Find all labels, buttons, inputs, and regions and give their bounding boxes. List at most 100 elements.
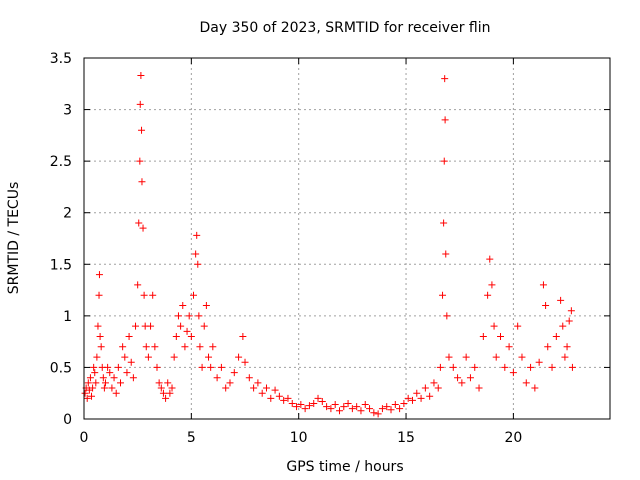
data-point [181, 343, 189, 351]
data-point [527, 363, 535, 371]
data-point [84, 379, 92, 387]
data-point [445, 353, 453, 361]
data-point [226, 379, 234, 387]
data-point [462, 353, 470, 361]
data-point [83, 394, 91, 402]
y-tick-label: 3.5 [50, 51, 72, 67]
data-point [151, 343, 159, 351]
data-point [275, 392, 283, 400]
data-point [170, 353, 178, 361]
data-point [202, 302, 210, 310]
data-point [497, 332, 505, 340]
data-point [185, 312, 193, 320]
data-point [134, 281, 142, 289]
data-point [323, 403, 331, 411]
data-point [81, 389, 89, 397]
data-point [127, 358, 135, 366]
data-point [116, 379, 124, 387]
data-point [548, 363, 556, 371]
data-point [357, 407, 365, 415]
data-point [331, 401, 339, 409]
data-point [434, 384, 442, 392]
data-point [501, 363, 509, 371]
data-point [258, 389, 266, 397]
data-point [492, 353, 500, 361]
data-point [166, 389, 174, 397]
data-point [565, 317, 573, 325]
data-point [262, 384, 270, 392]
data-point [443, 312, 451, 320]
data-point [288, 400, 296, 408]
data-point [135, 219, 143, 227]
data-point [104, 363, 112, 371]
data-point [194, 260, 202, 268]
data-point [552, 332, 560, 340]
data-point [293, 403, 301, 411]
data-point [183, 327, 191, 335]
data-point [123, 369, 131, 377]
data-point [391, 401, 399, 409]
y-tick-label: 1 [63, 309, 72, 325]
data-point [90, 363, 98, 371]
data-point [209, 343, 217, 351]
data-point [172, 332, 180, 340]
data-point [222, 384, 230, 392]
data-point [421, 384, 429, 392]
data-point [196, 343, 204, 351]
data-point [250, 384, 258, 392]
data-point [144, 353, 152, 361]
data-point [387, 406, 395, 414]
y-tick-label: 1.5 [50, 257, 72, 273]
y-tick-label: 2.5 [50, 154, 72, 170]
data-point [408, 396, 416, 404]
data-point [112, 389, 120, 397]
data-point [200, 322, 208, 330]
data-point [340, 403, 348, 411]
data-point [318, 397, 326, 405]
data-point [400, 400, 408, 408]
data-point [136, 100, 144, 108]
data-point [245, 374, 253, 382]
data-point [475, 384, 483, 392]
data-point [426, 392, 434, 400]
data-point [86, 374, 94, 382]
data-point [440, 157, 448, 165]
data-point [559, 322, 567, 330]
y-axis-label: SRMTID / TECUs [6, 182, 22, 295]
data-point [179, 302, 187, 310]
data-point [505, 343, 513, 351]
data-point [305, 402, 313, 410]
data-point [458, 379, 466, 387]
x-tick-label: 10 [290, 430, 308, 446]
data-point [94, 322, 102, 330]
data-point [430, 379, 438, 387]
data-point [139, 224, 147, 232]
y-tick-label: 3 [63, 103, 72, 119]
data-point [192, 250, 200, 258]
data-point [155, 379, 163, 387]
data-point [142, 343, 150, 351]
axis-ticks [83, 57, 610, 420]
data-point [383, 403, 391, 411]
grid-lines [84, 58, 610, 419]
data-point [137, 72, 145, 80]
data-point [140, 291, 148, 299]
data-point [514, 322, 522, 330]
data-point [106, 369, 114, 377]
data-point [168, 384, 176, 392]
y-tick-label: 0.5 [50, 360, 72, 376]
data-point [344, 400, 352, 408]
data-point [119, 343, 127, 351]
data-point [439, 291, 447, 299]
data-point [213, 374, 221, 382]
data-point [189, 291, 197, 299]
data-point [396, 405, 404, 413]
data-point [440, 219, 448, 227]
data-point [132, 322, 140, 330]
data-point [442, 250, 450, 258]
data-point [162, 394, 170, 402]
data-point [97, 343, 105, 351]
data-point [149, 291, 157, 299]
data-point [378, 405, 386, 413]
data-point [101, 379, 109, 387]
